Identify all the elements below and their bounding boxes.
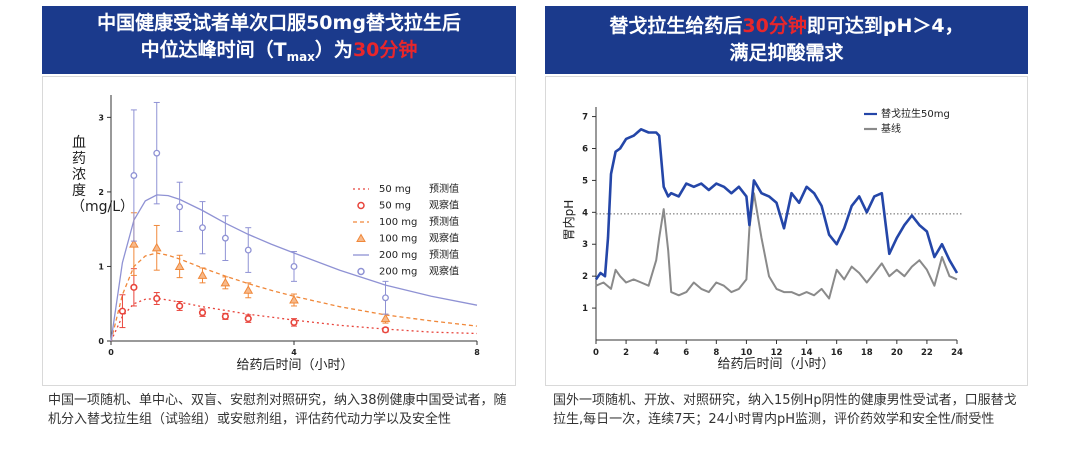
left-y-tick-label: 2 xyxy=(98,188,104,197)
legend-kind-label: 预测值 xyxy=(429,215,459,228)
legend-triangle-swatch xyxy=(356,233,366,242)
obs-point-100mg xyxy=(129,239,139,248)
obs-point-200mg xyxy=(244,246,252,254)
right-ylabel: 胃内pH xyxy=(562,200,576,241)
right-title-line2: 满足抑酸需求 xyxy=(729,42,844,64)
legend-dose-label: 200 mg xyxy=(379,250,417,261)
legend-kind-label: 观察值 xyxy=(429,232,459,245)
right-x-tick-label: 24 xyxy=(951,348,963,358)
left-title-line2: 中位达峰时间（Tmax）为30分钟 xyxy=(42,37,516,71)
left-chart-box: 0 4 8 0 1 2 3 50 mg 预测值 50 mg 观察值 100 mg 预测值 100 mg 观… xyxy=(42,76,516,386)
legend-kind-label: 预测值 xyxy=(429,248,459,261)
obs-point-200mg xyxy=(199,224,206,232)
legend-kind-label: 预测值 xyxy=(429,182,459,195)
right-x-tick-label: 16 xyxy=(831,348,843,358)
pred-line-100mg xyxy=(110,252,478,342)
left-title-line1: 中国健康受试者单次口服50mg替戈拉生后 xyxy=(97,11,461,34)
right-x-tick-label: 2 xyxy=(623,348,629,358)
left-y-tick-label: 3 xyxy=(98,113,104,122)
right-title-line1-pre: 替戈拉生给药后 xyxy=(609,15,743,37)
legend-kind-label: 观察值 xyxy=(429,265,459,278)
left-y-tick-label: 1 xyxy=(98,262,104,271)
legend-dose-label: 200 mg xyxy=(379,267,417,278)
obs-point-100mg xyxy=(289,294,299,304)
right-x-tick-label: 8 xyxy=(713,348,719,358)
left-x-tick-label: 0 xyxy=(108,348,114,357)
obs-point-50mg xyxy=(130,283,138,291)
pk-chart: 0 4 8 0 1 2 3 50 mg 预测值 50 mg 观察值 100 mg 预测值 100 mg 观… xyxy=(98,95,480,373)
right-y-tick-label: 3 xyxy=(582,240,588,250)
legend-dose-label: 50 mg xyxy=(379,184,411,195)
obs-point-100mg xyxy=(197,270,208,279)
right-x-tick-label: 12 xyxy=(771,348,783,358)
right-x-tick-label: 4 xyxy=(653,348,659,358)
right-x-tick-label: 14 xyxy=(801,348,813,358)
right-x-tick-label: 20 xyxy=(891,348,903,358)
right-x-tick-label: 10 xyxy=(740,348,752,358)
left-title: 中国健康受试者单次口服50mg替戈拉生后 中位达峰时间（Tmax）为30分钟 xyxy=(42,6,516,74)
obs-point-50mg xyxy=(153,294,161,303)
right-chart-box: 0 2 4 6 8 10 12 14 16 18 20 22 24 1 2 3 4 5 6 7 替戈拉生50mg 基线 … xyxy=(545,76,1028,386)
obs-point-100mg xyxy=(243,285,254,294)
obs-point-200mg xyxy=(176,203,184,211)
right-title: 替戈拉生给药后30分钟即可达到pH＞4， 满足抑酸需求 xyxy=(545,6,1028,74)
left-xlabel: 给药后时间（小时） xyxy=(236,358,353,373)
right-y-tick-label: 7 xyxy=(582,113,588,123)
obs-point-50mg xyxy=(176,302,184,310)
series-line-0 xyxy=(594,128,959,281)
right-panel: 替戈拉生给药后30分钟即可达到pH＞4， 满足抑酸需求 0 2 4 6 8 10 12 14 1… xyxy=(545,6,1028,427)
left-panel: 中国健康受试者单次口服50mg替戈拉生后 中位达峰时间（Tmax）为30分钟 0… xyxy=(42,6,516,427)
obs-point-50mg xyxy=(244,315,252,323)
right-x-tick-label: 22 xyxy=(921,348,933,358)
right-x-tick-label: 0 xyxy=(593,348,599,358)
left-caption: 中国一项随机、单中心、双盲、安慰剂对照研究，纳入38例健康中国受试者，随机分入替… xyxy=(48,393,507,427)
legend-circle-swatch xyxy=(357,267,365,276)
right-xlabel: 给药后时间（小时） xyxy=(717,357,834,372)
right-y-tick-label: 1 xyxy=(582,304,588,314)
obs-point-200mg xyxy=(153,149,161,157)
legend-label-0: 替戈拉生50mg xyxy=(881,107,950,120)
obs-point-100mg xyxy=(174,261,185,270)
obs-point-200mg xyxy=(221,234,229,242)
series-line-1 xyxy=(595,192,958,300)
right-x-tick-label: 6 xyxy=(683,348,689,358)
obs-point-200mg xyxy=(130,172,138,179)
obs-point-100mg xyxy=(380,313,391,323)
obs-point-200mg xyxy=(290,263,298,270)
obs-point-100mg xyxy=(220,277,231,287)
legend-dose-label: 100 mg xyxy=(379,234,417,245)
left-title-line2-mid: ）为 xyxy=(314,38,353,61)
right-y-tick-label: 4 xyxy=(582,208,588,218)
left-x-tick-label: 8 xyxy=(474,348,480,357)
obs-point-50mg xyxy=(381,326,390,334)
left-title-highlight: 30分钟 xyxy=(352,38,418,61)
obs-point-50mg xyxy=(198,309,207,317)
left-title-line2-pre: 中位达峰时间（T xyxy=(140,38,287,61)
legend-dose-label: 100 mg xyxy=(379,217,417,228)
right-y-tick-label: 2 xyxy=(582,272,588,282)
obs-point-200mg xyxy=(382,294,389,302)
legend-kind-label: 观察值 xyxy=(429,199,459,212)
right-title-highlight: 30分钟 xyxy=(742,15,807,37)
right-y-tick-label: 6 xyxy=(582,144,588,154)
right-x-tick-label: 18 xyxy=(861,348,873,358)
obs-point-50mg xyxy=(221,312,229,320)
legend-circle-swatch xyxy=(357,201,365,210)
left-x-tick-label: 4 xyxy=(291,348,297,357)
left-ylabel: 血药浓度（mg/L） xyxy=(71,135,135,215)
obs-point-50mg xyxy=(290,318,298,326)
obs-point-50mg xyxy=(118,307,127,315)
right-title-line1-post: 即可达到pH＞4， xyxy=(806,15,964,37)
right-title-line1: 替戈拉生给药后30分钟即可达到pH＞4， xyxy=(545,13,1028,40)
pred-line-200mg xyxy=(110,194,478,342)
legend-label-1: 基线 xyxy=(881,122,901,135)
legend-dose-label: 50 mg xyxy=(379,201,411,212)
obs-point-100mg xyxy=(151,242,162,252)
left-y-tick-label: 0 xyxy=(98,337,104,346)
right-caption: 国外一项随机、开放、对照研究，纳入15例Hp阴性的健康男性受试者，口服替戈拉生,… xyxy=(553,393,1017,427)
left-title-line2-sub: max xyxy=(286,49,315,64)
pred-line-50mg xyxy=(110,297,478,342)
right-y-tick-label: 5 xyxy=(582,176,588,186)
